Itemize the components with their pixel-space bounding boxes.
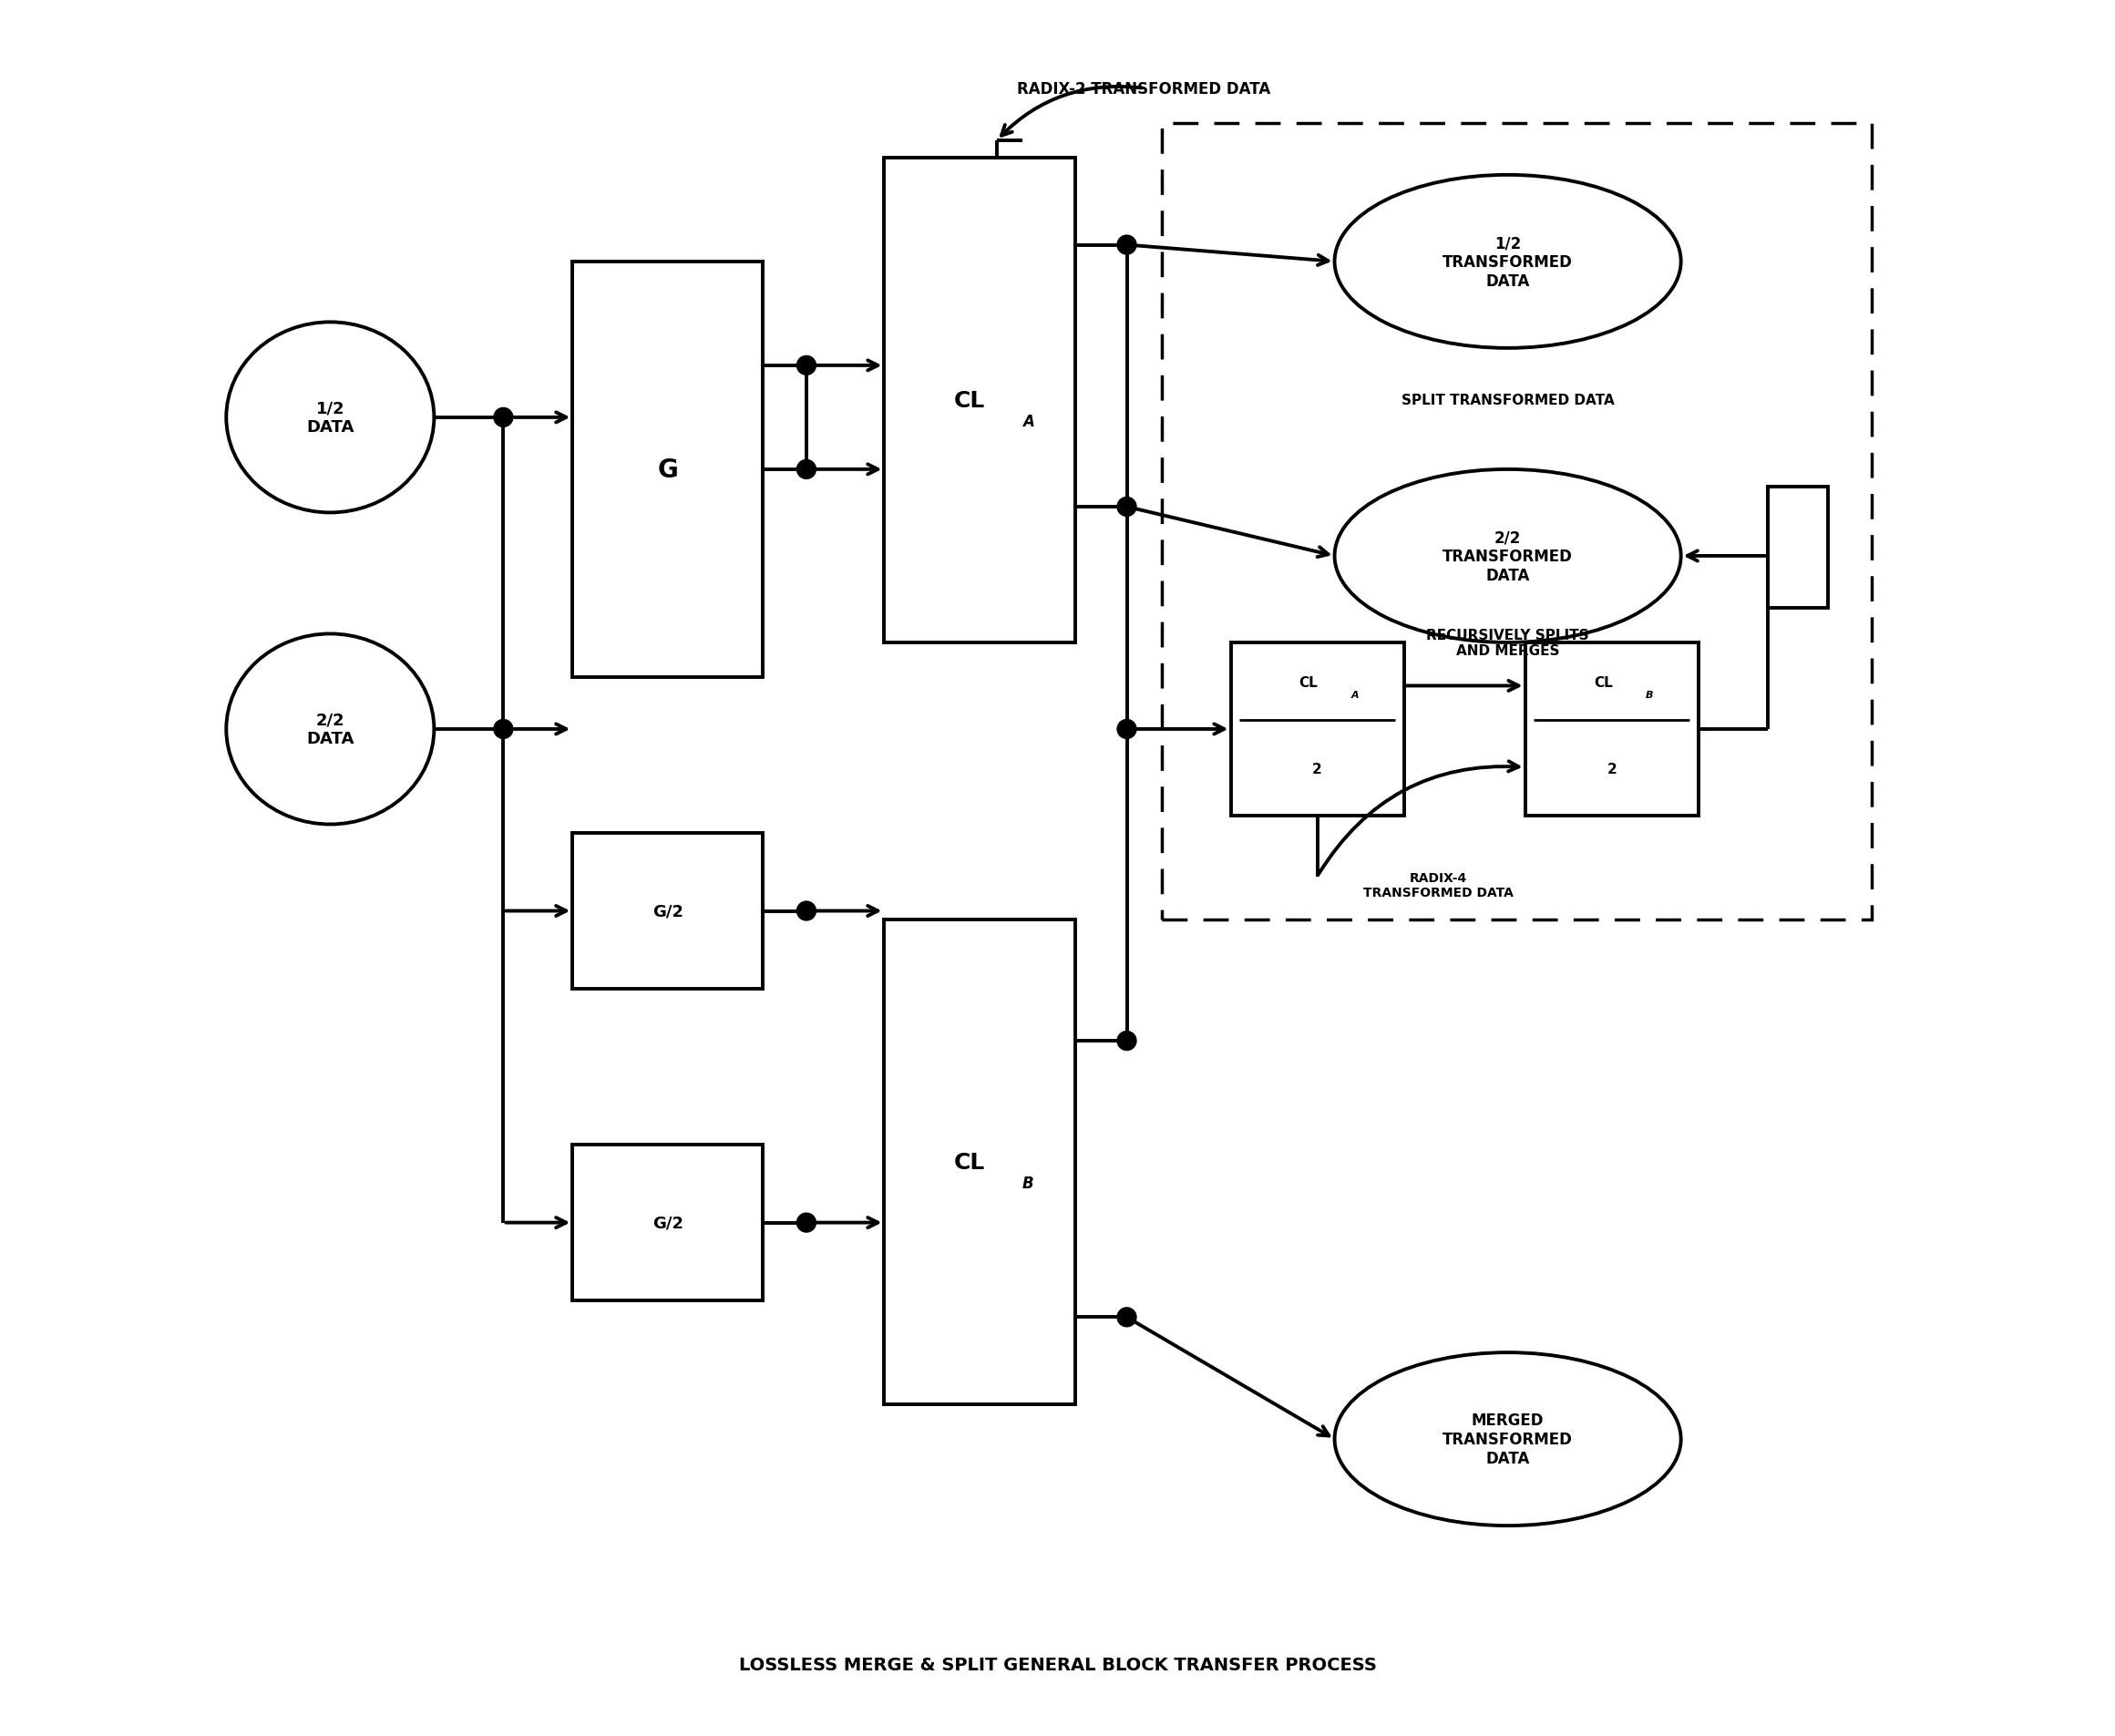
Circle shape <box>797 356 816 375</box>
Text: MERGED
TRANSFORMED
DATA: MERGED TRANSFORMED DATA <box>1442 1411 1574 1467</box>
Text: RECURSIVELY SPLITS
AND MERGES: RECURSIVELY SPLITS AND MERGES <box>1426 628 1588 658</box>
Text: CL: CL <box>1299 675 1318 689</box>
Circle shape <box>1117 236 1136 255</box>
Bar <box>884 920 1074 1404</box>
Circle shape <box>1117 1307 1136 1326</box>
Circle shape <box>1117 1031 1136 1050</box>
Circle shape <box>797 1213 816 1233</box>
Bar <box>573 262 764 677</box>
Circle shape <box>1117 720 1136 740</box>
Circle shape <box>493 408 512 427</box>
Text: SPLIT TRANSFORMED DATA: SPLIT TRANSFORMED DATA <box>1402 394 1614 408</box>
Circle shape <box>797 901 816 920</box>
Text: LOSSLESS MERGE & SPLIT GENERAL BLOCK TRANSFER PROCESS: LOSSLESS MERGE & SPLIT GENERAL BLOCK TRA… <box>738 1656 1377 1674</box>
Text: 2: 2 <box>1313 762 1322 776</box>
Bar <box>1525 642 1698 816</box>
Text: G: G <box>658 457 679 483</box>
Text: G/2: G/2 <box>651 1215 683 1231</box>
Circle shape <box>797 460 816 479</box>
Text: 2/2
TRANSFORMED
DATA: 2/2 TRANSFORMED DATA <box>1442 529 1574 583</box>
Bar <box>573 1146 764 1300</box>
Bar <box>573 833 764 990</box>
Text: A: A <box>1351 691 1360 700</box>
Text: A: A <box>1022 413 1034 429</box>
Text: RADIX-2 TRANSFORMED DATA: RADIX-2 TRANSFORMED DATA <box>1017 82 1271 97</box>
Text: RADIX-4
TRANSFORMED DATA: RADIX-4 TRANSFORMED DATA <box>1364 871 1514 899</box>
Bar <box>884 158 1074 642</box>
Text: B: B <box>1022 1175 1034 1191</box>
Bar <box>1768 488 1827 608</box>
Text: 2: 2 <box>1607 762 1616 776</box>
Text: 2/2
DATA: 2/2 DATA <box>307 712 353 746</box>
Bar <box>1231 642 1404 816</box>
Text: G/2: G/2 <box>651 903 683 920</box>
Bar <box>1161 123 1872 920</box>
Text: 1/2
TRANSFORMED
DATA: 1/2 TRANSFORMED DATA <box>1442 234 1574 290</box>
Text: 1/2
DATA: 1/2 DATA <box>307 401 353 436</box>
Circle shape <box>1117 498 1136 517</box>
Text: CL: CL <box>954 389 986 411</box>
Text: CL: CL <box>954 1151 986 1174</box>
Circle shape <box>493 720 512 740</box>
Text: B: B <box>1645 691 1654 700</box>
Text: CL: CL <box>1593 675 1612 689</box>
